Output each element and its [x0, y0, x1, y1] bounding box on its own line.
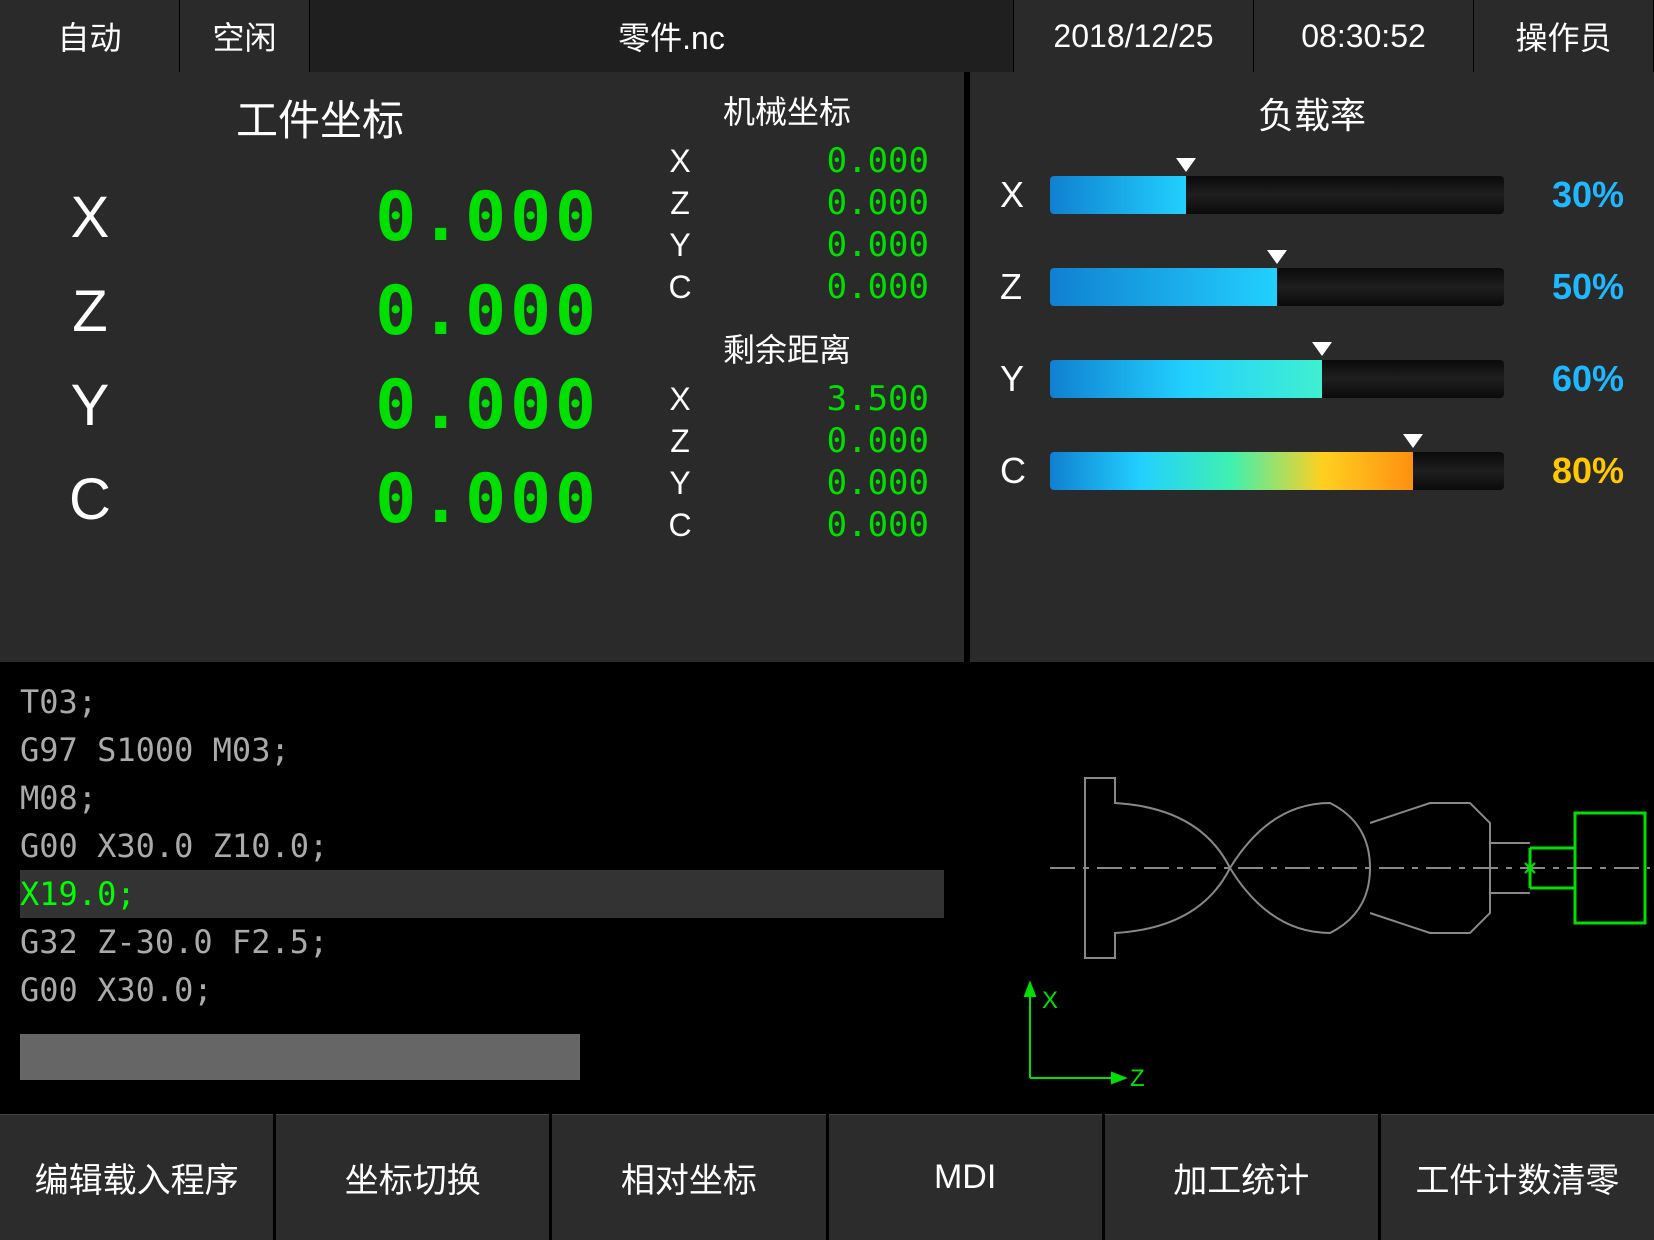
state-indicator: 空闲 [180, 0, 310, 72]
work-axis-Y: Y [20, 372, 160, 439]
gcode-line[interactable]: T03; [20, 678, 944, 726]
footer-button-4[interactable]: 加工统计 [1105, 1114, 1378, 1240]
load-pct-Y: 60% [1504, 358, 1624, 400]
work-value-Y: 0.000 [160, 366, 620, 445]
load-axis-X: X [1000, 174, 1050, 216]
axis-z-label: Z [1130, 1065, 1145, 1092]
work-value-C: 0.000 [160, 460, 620, 539]
toolpath-preview[interactable]: X Z [970, 668, 1654, 1108]
machine-value-Y: 0.000 [730, 225, 944, 265]
coordinates-panel: 工件坐标 X 0.000Z 0.000Y 0.000C 0.000 机械坐标 X… [0, 72, 964, 662]
remain-value-Z: 0.000 [730, 421, 944, 461]
time-display: 08:30:52 [1254, 0, 1474, 72]
load-marker-icon [1267, 250, 1287, 264]
load-bar-Y [1050, 360, 1504, 398]
remain-axis-X: X [630, 381, 730, 418]
machine-axis-Y: Y [630, 227, 730, 264]
top-bar: 自动 空闲 零件.nc 2018/12/25 08:30:52 操作员 [0, 0, 1654, 72]
machine-axis-Z: Z [630, 185, 730, 222]
load-marker-icon [1312, 342, 1332, 356]
machine-value-X: 0.000 [730, 141, 944, 181]
machine-value-C: 0.000 [730, 267, 944, 307]
load-marker-icon [1403, 434, 1423, 448]
work-value-X: 0.000 [160, 178, 620, 257]
machine-axis-C: C [630, 269, 730, 306]
gcode-line[interactable]: G00 X30.0; [20, 966, 944, 1014]
footer-button-5[interactable]: 工件计数清零 [1381, 1114, 1654, 1240]
remain-axis-Y: Y [630, 465, 730, 502]
machine-axis-X: X [630, 143, 730, 180]
gcode-line[interactable]: G97 S1000 M03; [20, 726, 944, 774]
remain-dist-title: 剩余距离 [630, 325, 944, 371]
load-pct-X: 30% [1504, 174, 1624, 216]
footer-button-2[interactable]: 相对坐标 [552, 1114, 825, 1240]
remain-axis-C: C [630, 507, 730, 544]
footer-button-3[interactable]: MDI [829, 1114, 1102, 1240]
remain-axis-Z: Z [630, 423, 730, 460]
gcode-input[interactable] [20, 1034, 580, 1080]
gcode-line[interactable]: X19.0; [20, 870, 944, 918]
work-coords-title: 工件坐标 [20, 87, 620, 148]
load-axis-C: C [1000, 450, 1050, 492]
remain-value-C: 0.000 [730, 505, 944, 545]
remain-value-X: 3.500 [730, 379, 944, 419]
load-panel: 负载率 X 30% Z 50% Y 60% C 80% [970, 72, 1654, 662]
load-marker-icon [1176, 158, 1196, 172]
footer-bar: 编辑载入程序坐标切换相对坐标MDI加工统计工件计数清零 [0, 1114, 1654, 1240]
load-bar-X [1050, 176, 1504, 214]
load-title: 负载率 [1000, 87, 1624, 139]
footer-button-1[interactable]: 坐标切换 [276, 1114, 549, 1240]
gcode-line[interactable]: G00 X30.0 Z10.0; [20, 822, 944, 870]
file-name[interactable]: 零件.nc [310, 0, 1014, 72]
remain-value-Y: 0.000 [730, 463, 944, 503]
load-bar-C [1050, 452, 1504, 490]
gcode-line[interactable]: G32 Z-30.0 F2.5; [20, 918, 944, 966]
load-pct-C: 80% [1504, 450, 1624, 492]
load-bar-Z [1050, 268, 1504, 306]
user-role[interactable]: 操作员 [1474, 0, 1654, 72]
gcode-line[interactable]: M08; [20, 774, 944, 822]
machine-coords-title: 机械坐标 [630, 87, 944, 133]
load-pct-Z: 50% [1504, 266, 1624, 308]
load-axis-Z: Z [1000, 266, 1050, 308]
work-value-Z: 0.000 [160, 272, 620, 351]
footer-button-0[interactable]: 编辑载入程序 [0, 1114, 273, 1240]
load-axis-Y: Y [1000, 358, 1050, 400]
work-axis-Z: Z [20, 278, 160, 345]
axis-x-label: X [1042, 987, 1058, 1014]
gcode-panel: T03;G97 S1000 M03;M08;G00 X30.0 Z10.0;X1… [0, 668, 964, 1108]
work-axis-C: C [20, 466, 160, 533]
work-axis-X: X [20, 184, 160, 251]
machine-value-Z: 0.000 [730, 183, 944, 223]
date-display: 2018/12/25 [1014, 0, 1254, 72]
mode-indicator[interactable]: 自动 [0, 0, 180, 72]
